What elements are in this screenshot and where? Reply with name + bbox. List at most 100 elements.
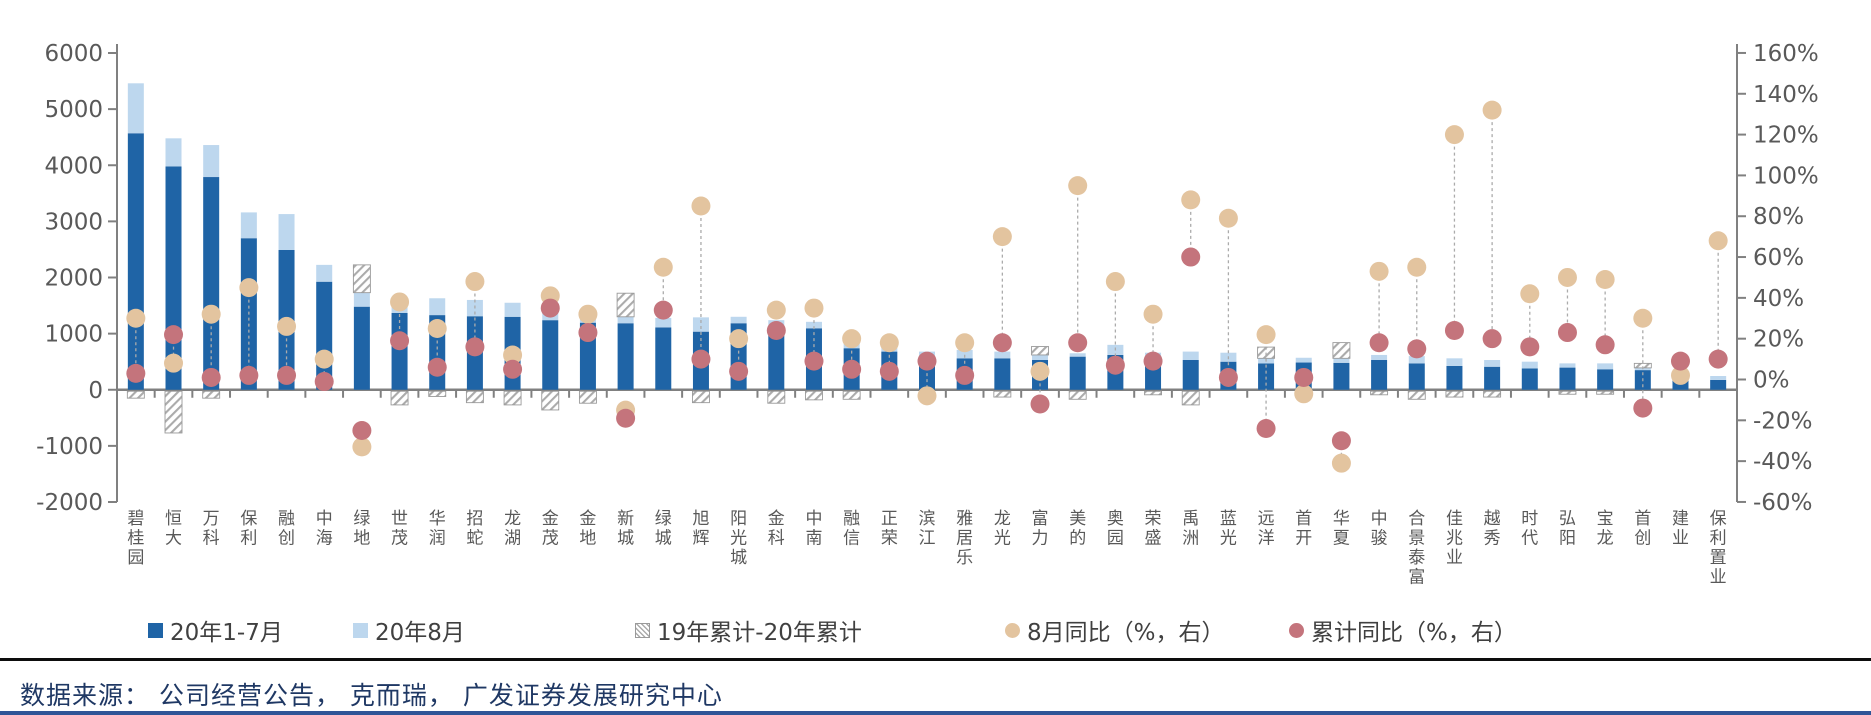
legend-swatch-dark-blue [148,622,163,638]
aug-yoy-dot [992,227,1012,247]
left-axis-tick-label: 0 [88,378,103,404]
aug-yoy-dot [126,308,146,328]
aug-yoy-dot [314,349,334,369]
bar-group [1558,363,1577,395]
right-axis-tick-label: 140% [1753,82,1819,108]
x-axis-label: 荣盛 [1145,509,1162,549]
aug-yoy-dot [691,196,711,216]
x-axis-label: 禹洲 [1182,509,1199,549]
bar-group [352,264,371,390]
right-axis-tick-label: 60% [1753,245,1804,271]
x-axis-label: 华润 [429,509,446,549]
aug-yoy-dot [766,300,786,320]
x-axis-label: 越秀 [1484,509,1501,549]
bar-group [1710,375,1727,390]
x-axis-label: 新城 [617,509,634,549]
aug-yoy-dot [729,329,749,349]
x-axis-label: 弘阳 [1559,509,1576,549]
aug-yoy-dot [1068,176,1088,196]
aug-yoy-dot [653,257,673,277]
right-axis-tick-label: 40% [1753,286,1804,312]
aug-yoy-dot [201,304,221,324]
cum-yoy-dot [540,298,560,318]
x-axis-label: 中南 [805,509,822,549]
cum-yoy-dot [314,372,334,392]
bar-group [316,264,333,390]
left-axis-tick-label: 3000 [44,209,103,235]
legend-item-aug-yoy: 8月同比（%，右） [1005,613,1225,647]
legend-label: 20年8月 [375,620,465,646]
x-axis-label: 旭辉 [692,509,709,549]
cum-yoy-dot [352,421,372,441]
cum-yoy-dot [1256,418,1276,438]
cum-yoy-dot [1143,351,1163,371]
aug-yoy-dot [503,345,523,365]
right-axis-tick-label: 100% [1753,163,1819,189]
legend-label: 累计同比（%，右） [1311,620,1517,646]
aug-yoy-dot [1256,325,1276,345]
cum-yoy-dot [239,365,259,385]
cum-yoy-dot [1444,321,1464,341]
x-axis-label: 滨江 [919,509,936,549]
x-axis-label: 万科 [203,509,220,549]
aug-yoy-dot [1557,267,1577,287]
cum-yoy-dot [427,357,447,377]
cum-yoy-dot [955,365,975,385]
x-axis-label: 时代 [1521,509,1538,549]
x-axis-label: 龙光 [994,509,1011,549]
x-axis-label: 正荣 [881,509,898,549]
aug-yoy-dot [1407,257,1427,277]
left-axis-tick-label: 2000 [44,266,103,292]
x-axis-label: 建业 [1672,509,1689,549]
x-axis-label: 首开 [1295,509,1312,549]
cum-yoy-dot [1633,398,1653,418]
bar-group [1181,351,1200,406]
bar-group [1521,361,1538,390]
x-axis-label: 合景泰富 [1408,509,1425,588]
cum-yoy-dot [1482,329,1502,349]
x-axis-label: 融信 [843,509,860,549]
bar-group [1483,360,1502,398]
x-axis-label: 招蛇 [466,509,483,549]
x-axis-label: 金地 [579,509,596,549]
bar-group [1596,363,1615,395]
aug-yoy-dot [390,292,410,312]
x-axis-label: 世茂 [391,509,408,549]
aug-yoy-dot [1520,284,1540,304]
aug-yoy-dot [1105,272,1125,292]
bar-group [1068,353,1087,400]
cum-yoy-dot [1670,351,1690,371]
cum-yoy-dot [653,300,673,320]
aug-yoy-dot [1444,125,1464,145]
legend-label: 19年累计-20年累计 [657,620,862,646]
cum-yoy-dot [1105,355,1125,375]
aug-yoy-dot [578,304,598,324]
left-axis-tick-label: 6000 [44,41,103,67]
aug-yoy-dot [164,353,184,373]
aug-yoy-dot [1482,100,1502,120]
aug-yoy-dot [1331,453,1351,473]
right-axis-tick-label: -40% [1753,449,1812,475]
x-axis-label: 绿城 [655,509,672,549]
aug-yoy-dot [239,278,259,298]
cum-yoy-dot [1181,247,1201,267]
aug-yoy-dot [1369,261,1389,281]
cum-yoy-dot [1369,333,1389,353]
right-axis-tick-label: -60% [1753,490,1812,516]
legend-item-aug: 20年8月 [353,613,465,647]
cum-yoy-dot [879,361,899,381]
left-axis-tick-label: 5000 [44,97,103,123]
aug-yoy-dot [1143,304,1163,324]
right-axis-tick-label: 80% [1753,204,1804,230]
legend-swatch-red-dot [1289,622,1304,638]
right-axis-tick-label: 120% [1753,123,1819,149]
cum-yoy-dot [842,359,862,379]
x-axis-label: 龙湖 [504,509,521,549]
x-axis-label: 金科 [768,509,785,549]
cum-yoy-dot [616,408,636,428]
cum-yoy-dot [1520,337,1540,357]
x-axis-label: 恒大 [165,509,182,549]
x-axis-label: 宝龙 [1597,509,1614,549]
x-axis-label: 华夏 [1333,509,1350,549]
